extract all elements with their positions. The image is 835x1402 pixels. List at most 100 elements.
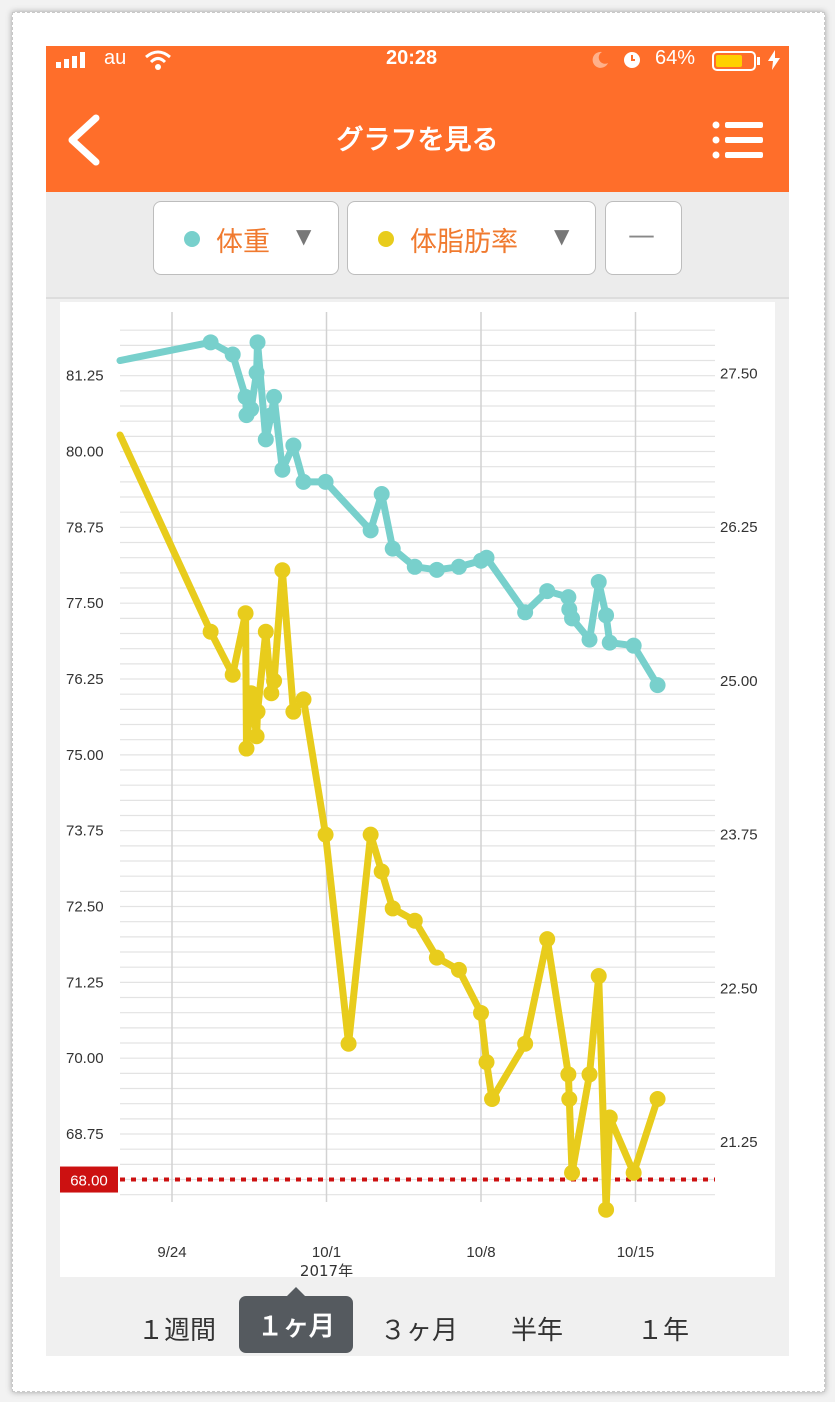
- data-point-bodyfat[interactable]: [450, 961, 467, 978]
- left-axis-tick-label: 70.00: [66, 1050, 104, 1067]
- data-point-bodyfat[interactable]: [263, 685, 280, 702]
- data-point-weight[interactable]: [285, 437, 302, 454]
- data-point-weight[interactable]: [560, 589, 577, 606]
- data-point-bodyfat[interactable]: [285, 703, 302, 720]
- data-point-bodyfat[interactable]: [295, 691, 312, 708]
- period-1month[interactable]: １ヶ月: [239, 1296, 354, 1353]
- data-point-bodyfat[interactable]: [598, 1201, 615, 1218]
- data-point-weight[interactable]: [539, 583, 556, 600]
- data-point-bodyfat[interactable]: [340, 1035, 357, 1052]
- dropdown-arrow-icon: ▼: [554, 224, 570, 248]
- left-axis-tick-label: 78.75: [66, 519, 104, 536]
- left-axis-tick-label: 68.75: [66, 1126, 104, 1143]
- back-chevron-icon[interactable]: [64, 112, 104, 168]
- left-axis-tick-label: 72.50: [66, 899, 104, 916]
- data-point-weight[interactable]: [317, 473, 334, 490]
- left-axis-tick-label: 81.25: [66, 368, 104, 385]
- left-axis-tick-label: 73.75: [66, 823, 104, 840]
- data-point-weight[interactable]: [517, 604, 534, 621]
- data-point-weight[interactable]: [295, 473, 312, 490]
- data-point-weight[interactable]: [601, 634, 618, 651]
- data-point-bodyfat[interactable]: [590, 968, 607, 985]
- data-point-weight[interactable]: [598, 607, 615, 624]
- data-point-bodyfat[interactable]: [561, 1091, 578, 1108]
- data-point-weight[interactable]: [274, 461, 291, 478]
- data-point-weight[interactable]: [478, 549, 495, 566]
- weight-bodyfat-chart[interactable]: 9/24 10/1 10/8 10/15 2017年 68.75 70.00 71.25 72.…: [60, 302, 775, 1280]
- data-point-bodyfat[interactable]: [266, 672, 283, 689]
- data-point-bodyfat[interactable]: [317, 826, 334, 843]
- x-year-label: 2017年: [300, 1262, 353, 1277]
- period-half-year[interactable]: 半年: [511, 1316, 564, 1346]
- data-point-bodyfat[interactable]: [249, 703, 266, 720]
- data-point-bodyfat[interactable]: [473, 1004, 489, 1021]
- data-point-weight[interactable]: [202, 334, 219, 351]
- weight-series-selector[interactable]: 体重 ▼: [153, 201, 339, 275]
- dropdown-arrow-icon: ▼: [296, 224, 312, 248]
- data-point-bodyfat[interactable]: [224, 666, 241, 683]
- data-point-weight[interactable]: [237, 388, 254, 405]
- data-point-bodyfat[interactable]: [373, 863, 390, 880]
- data-point-weight[interactable]: [257, 431, 274, 448]
- series-selector-bar: 体重 ▼ 体脂肪率 ▼ —: [46, 192, 789, 299]
- data-point-bodyfat[interactable]: [257, 623, 274, 640]
- data-point-bodyfat[interactable]: [237, 605, 254, 622]
- data-point-weight[interactable]: [266, 388, 283, 405]
- period-1week[interactable]: １週間: [138, 1316, 217, 1346]
- data-point-bodyfat[interactable]: [248, 728, 265, 745]
- data-point-bodyfat[interactable]: [478, 1054, 495, 1071]
- data-point-weight[interactable]: [581, 631, 598, 648]
- data-point-bodyfat[interactable]: [649, 1091, 666, 1108]
- page-title: グラフを見る: [336, 125, 499, 156]
- carrier-label: au: [104, 47, 127, 69]
- x-tick-label: 10/8: [466, 1244, 495, 1261]
- data-point-weight[interactable]: [564, 610, 581, 627]
- period-1year[interactable]: １年: [637, 1316, 690, 1346]
- data-point-weight[interactable]: [243, 401, 260, 418]
- active-period-pointer: [286, 1287, 306, 1297]
- data-point-bodyfat[interactable]: [238, 740, 255, 757]
- data-point-weight[interactable]: [450, 558, 467, 575]
- right-axis-tick-label: 23.75: [720, 827, 758, 844]
- data-point-weight[interactable]: [428, 561, 445, 578]
- data-point-bodyfat[interactable]: [384, 900, 401, 917]
- data-point-bodyfat[interactable]: [581, 1066, 598, 1083]
- list-menu-icon[interactable]: [712, 120, 764, 160]
- data-point-weight[interactable]: [373, 486, 390, 502]
- data-point-weight[interactable]: [362, 522, 379, 539]
- right-axis-tick-label: 22.50: [720, 980, 758, 997]
- data-point-weight[interactable]: [406, 558, 423, 575]
- third-series-selector[interactable]: —: [605, 201, 682, 275]
- data-point-bodyfat[interactable]: [202, 623, 219, 640]
- data-point-bodyfat[interactable]: [601, 1109, 618, 1126]
- data-point-bodyfat[interactable]: [539, 931, 556, 948]
- data-point-weight[interactable]: [649, 677, 666, 694]
- data-point-bodyfat[interactable]: [362, 826, 379, 843]
- data-point-bodyfat[interactable]: [517, 1035, 534, 1052]
- data-point-bodyfat[interactable]: [406, 912, 423, 929]
- weight-selector-label: 体重: [216, 227, 270, 258]
- data-point-weight[interactable]: [248, 364, 265, 381]
- data-point-bodyfat[interactable]: [243, 685, 260, 702]
- data-point-weight[interactable]: [384, 540, 401, 557]
- bolt-icon: [768, 50, 780, 70]
- data-point-weight[interactable]: [249, 334, 266, 351]
- bodyfat-series-selector[interactable]: 体脂肪率 ▼: [347, 201, 596, 275]
- period-3months[interactable]: ３ヶ月: [380, 1316, 459, 1346]
- x-tick-label: 10/15: [617, 1244, 655, 1261]
- weight-color-dot: [184, 231, 200, 247]
- right-axis-tick-label: 26.25: [720, 519, 758, 536]
- data-point-weight[interactable]: [263, 407, 280, 424]
- data-point-bodyfat[interactable]: [428, 949, 445, 966]
- data-point-weight[interactable]: [590, 573, 607, 590]
- data-point-bodyfat[interactable]: [484, 1091, 501, 1108]
- data-point-bodyfat[interactable]: [560, 1066, 577, 1083]
- data-point-bodyfat[interactable]: [564, 1164, 581, 1181]
- data-point-weight[interactable]: [625, 637, 642, 654]
- bodyfat-color-dot: [378, 231, 394, 247]
- nav-bar: グラフを見る: [46, 74, 789, 192]
- data-point-bodyfat[interactable]: [625, 1164, 642, 1181]
- data-point-weight[interactable]: [224, 346, 241, 363]
- battery-percent: 64%: [655, 47, 696, 69]
- data-point-bodyfat[interactable]: [274, 562, 291, 579]
